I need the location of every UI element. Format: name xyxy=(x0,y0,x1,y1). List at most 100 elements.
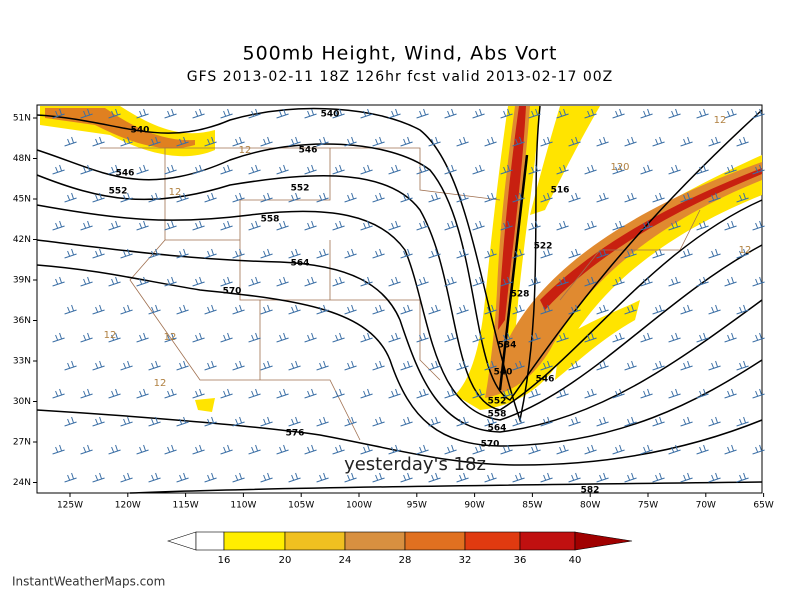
wind-barb xyxy=(148,416,161,427)
wind-barb xyxy=(428,248,441,259)
wind-barb xyxy=(416,444,429,455)
wind-barb xyxy=(164,164,177,175)
wind-barb xyxy=(232,416,245,427)
wind-barb xyxy=(568,304,581,315)
wind-barb xyxy=(472,164,485,175)
colorbar-swatch xyxy=(464,531,521,551)
wind-barb xyxy=(680,304,693,315)
wind-barb xyxy=(288,360,301,371)
wind-barb xyxy=(92,136,105,147)
wind-barb xyxy=(596,304,609,315)
wind-barb xyxy=(708,472,721,483)
wind-barb xyxy=(456,304,469,315)
wind-barb xyxy=(276,332,289,343)
wind-barb xyxy=(624,192,637,203)
wind-barb xyxy=(136,164,149,175)
wind-barb xyxy=(652,360,665,371)
wind-barb xyxy=(164,220,177,231)
wind-barb xyxy=(176,360,189,371)
wind-barb xyxy=(80,444,93,455)
colorbar-swatch xyxy=(195,531,225,551)
colorbar: 16 20 24 28 32 36 40 xyxy=(167,531,633,566)
wind-barb xyxy=(528,164,541,175)
wind-barb xyxy=(232,472,245,483)
wind-barb xyxy=(372,416,385,427)
wind-barb xyxy=(472,388,485,399)
wind-barb xyxy=(568,136,581,147)
wind-barb xyxy=(540,360,553,371)
wind-barb xyxy=(192,164,205,175)
wind-barb xyxy=(192,276,205,287)
wind-barb xyxy=(92,360,105,371)
wind-barb xyxy=(652,248,665,259)
wind-barb xyxy=(360,276,373,287)
wind-barb xyxy=(596,416,609,427)
wind-barb xyxy=(64,304,77,315)
wind-barb xyxy=(640,388,653,399)
wind-barb xyxy=(52,220,65,231)
wind-barb xyxy=(528,108,541,119)
wind-barb xyxy=(568,416,581,427)
wind-barb xyxy=(540,248,553,259)
wind-barb xyxy=(416,388,429,399)
wind-barb xyxy=(248,444,261,455)
wind-barb xyxy=(80,332,93,343)
wind-barb xyxy=(640,220,653,231)
wind-barb xyxy=(400,304,413,315)
wind-barb xyxy=(80,108,93,119)
wind-barb xyxy=(724,108,737,119)
wind-barb xyxy=(80,164,93,175)
wind-barb xyxy=(64,472,77,483)
wind-barb xyxy=(148,192,161,203)
wind-barb xyxy=(92,304,105,315)
wind-barb xyxy=(332,276,345,287)
wind-barb xyxy=(332,332,345,343)
wind-barb xyxy=(584,220,597,231)
wind-barb xyxy=(484,360,497,371)
wind-barb xyxy=(416,332,429,343)
vort-area xyxy=(555,300,640,380)
wind-barb xyxy=(556,444,569,455)
wind-barb xyxy=(164,332,177,343)
colorbar-label: 16 xyxy=(218,555,231,566)
wind-barb xyxy=(736,304,749,315)
wind-barb xyxy=(136,444,149,455)
wind-barb xyxy=(428,472,441,483)
wind-barb xyxy=(204,136,217,147)
wind-barb xyxy=(428,360,441,371)
wind-barb xyxy=(192,388,205,399)
wind-barb xyxy=(500,444,513,455)
wind-barb xyxy=(388,332,401,343)
wind-barb xyxy=(176,472,189,483)
wind-barb xyxy=(696,164,709,175)
wind-barb xyxy=(220,388,233,399)
wind-barb xyxy=(612,276,625,287)
wind-barb xyxy=(136,276,149,287)
wind-barb xyxy=(456,472,469,483)
wind-barbs xyxy=(52,108,765,483)
wind-barb xyxy=(276,444,289,455)
wind-barb xyxy=(668,220,681,231)
vort-label: 12 xyxy=(739,245,752,256)
wind-barb xyxy=(428,192,441,203)
wind-barb xyxy=(260,472,273,483)
wind-barb xyxy=(724,220,737,231)
wind-barb xyxy=(680,248,693,259)
wind-barb xyxy=(372,304,385,315)
wind-barb xyxy=(204,360,217,371)
wind-barb xyxy=(528,276,541,287)
colorbar-swatch xyxy=(404,531,466,551)
wind-barb xyxy=(192,220,205,231)
wind-barb xyxy=(556,220,569,231)
lon-label: 105W xyxy=(288,501,314,511)
wind-barb xyxy=(752,444,765,455)
wind-barb xyxy=(568,248,581,259)
wind-barb xyxy=(204,416,217,427)
wind-barb xyxy=(260,136,273,147)
wind-barb xyxy=(528,220,541,231)
wind-barb xyxy=(192,332,205,343)
wind-barb xyxy=(388,220,401,231)
wind-barb xyxy=(120,136,133,147)
wind-barb xyxy=(400,416,413,427)
